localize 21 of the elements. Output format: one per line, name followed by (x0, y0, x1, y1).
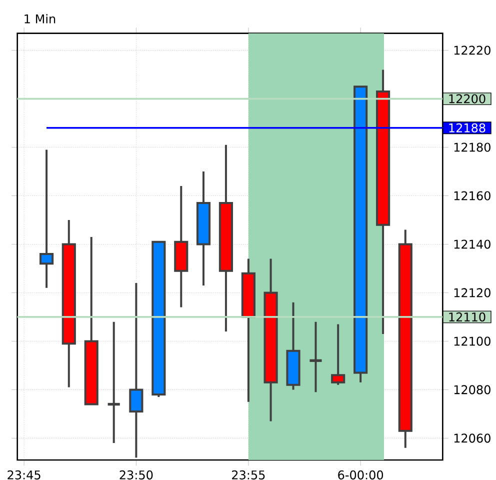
y-tick-label: 12060 (454, 434, 490, 443)
x-tick-label: 23:45 (8, 470, 40, 480)
candlestick (106, 320, 122, 444)
candlestick (129, 282, 144, 459)
x-tick-label: 6-00:00 (338, 470, 384, 480)
y-tick-label: 12100 (454, 336, 490, 346)
candlestick (40, 148, 54, 289)
x-tick-label: 23:55 (232, 470, 265, 480)
candlestick (331, 323, 346, 386)
chart-title: 1 Min (24, 14, 56, 24)
ref-line-label: 12200 (449, 94, 486, 104)
x-tick-label: 23:50 (120, 470, 153, 480)
y-tick-label: 12120 (454, 288, 490, 298)
ref-line-label: 12110 (449, 312, 486, 322)
ref-line-label: 12188 (449, 123, 486, 132)
y-tick-label: 12080 (454, 385, 490, 394)
y-tick-label: 12140 (454, 240, 490, 249)
candlestick (308, 320, 324, 394)
y-tick-label: 12160 (454, 191, 490, 200)
y-tick-label: 12180 (454, 142, 490, 152)
y-tick-label: 12220 (454, 46, 490, 55)
